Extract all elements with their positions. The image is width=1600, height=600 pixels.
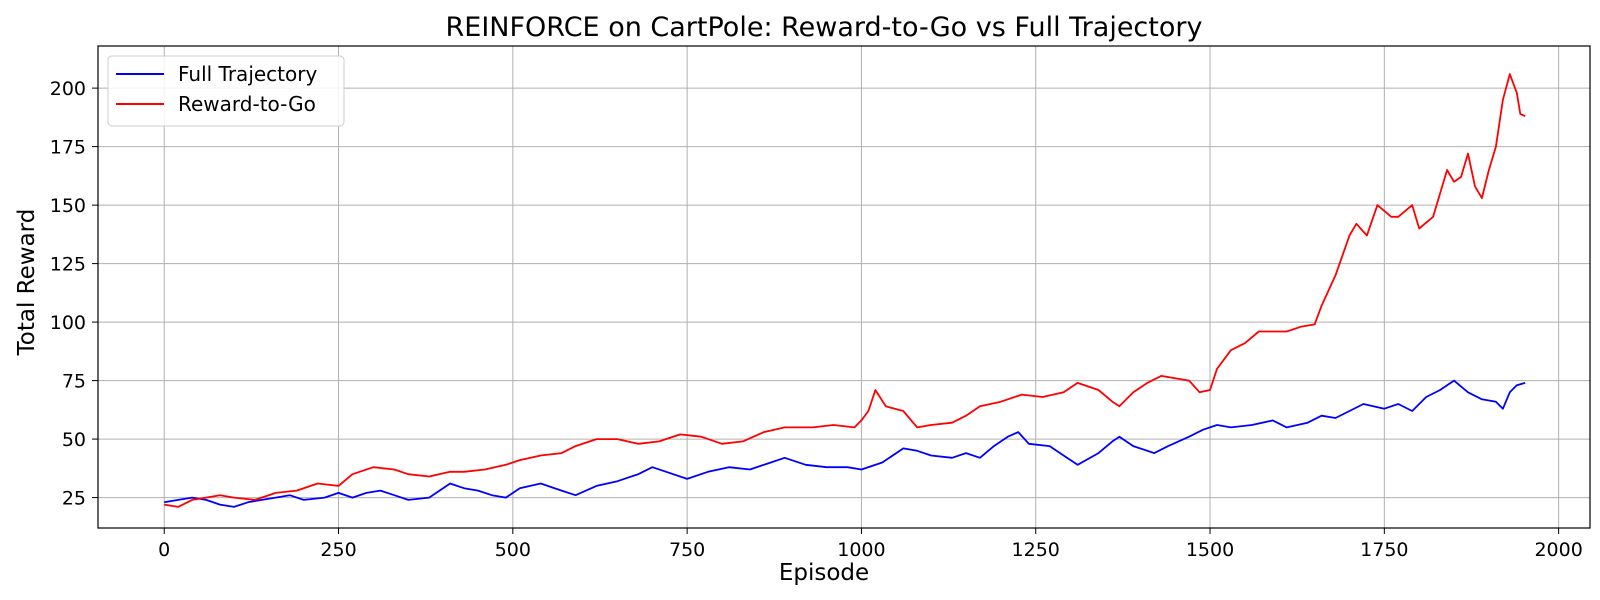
x-tick-label: 500: [495, 539, 531, 561]
y-tick-label: 75: [62, 371, 86, 393]
legend: Full Trajectory Reward-to-Go: [107, 55, 345, 127]
x-tick-label: 1750: [1360, 539, 1408, 561]
y-tick-label: 175: [50, 137, 86, 159]
x-tick-label: 1000: [837, 539, 885, 561]
legend-label-reward-to-go: Reward-to-Go: [178, 92, 316, 116]
x-axis-label: Episode: [779, 560, 869, 586]
y-tick-label: 100: [50, 312, 86, 334]
x-tick-label: 2000: [1534, 539, 1582, 561]
series-line-full-trajectory: [164, 379, 1526, 508]
x-tick-label: 0: [158, 539, 170, 561]
x-tick-label: 1500: [1186, 539, 1234, 561]
y-axis-label: Total Reward: [14, 209, 40, 357]
y-tick-label: 150: [50, 195, 86, 217]
x-tick-label: 250: [320, 539, 356, 561]
y-tick-label: 200: [50, 78, 86, 100]
legend-box: [107, 55, 345, 127]
y-tick-label: 125: [50, 254, 86, 276]
legend-label-full-trajectory: Full Trajectory: [178, 62, 317, 86]
plot-frame: [97, 45, 1591, 529]
series-line-reward-to-go: [164, 73, 1526, 508]
y-tick-label: 50: [62, 429, 86, 451]
series-layer: [164, 73, 1526, 508]
x-tick-label: 1250: [1012, 539, 1060, 561]
x-tick-label: 750: [669, 539, 705, 561]
y-tick-label: 25: [62, 488, 86, 510]
axis-ticks: 0 250 500 750 1000 1250 1500 1750 2000 25 50 75 100 1…: [50, 78, 1583, 561]
grid: [98, 46, 1590, 528]
chart-title: REINFORCE on CartPole: Reward-to-Go vs F…: [446, 12, 1203, 43]
